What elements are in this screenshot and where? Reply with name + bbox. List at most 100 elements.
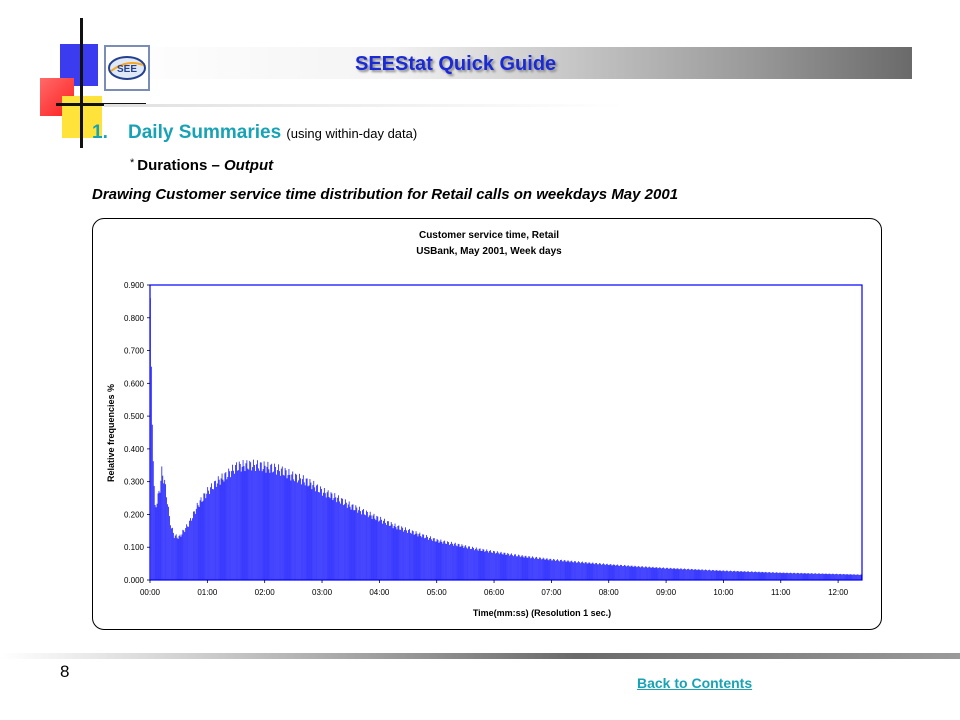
histogram-bar — [854, 574, 856, 580]
histogram-bar — [410, 533, 412, 580]
histogram-bar — [823, 574, 825, 580]
histogram-bar — [718, 570, 720, 580]
histogram-bar — [783, 572, 785, 580]
histogram-bar — [212, 489, 213, 580]
histogram-bar — [501, 553, 503, 580]
histogram-bar — [583, 563, 585, 580]
histogram-bar — [567, 560, 569, 580]
histogram-bar — [407, 532, 408, 580]
histogram-bar — [752, 571, 753, 580]
histogram-bar — [797, 573, 799, 580]
histogram-bar — [468, 546, 469, 580]
back-to-contents-link[interactable]: Back to Contents — [637, 675, 753, 691]
histogram-bar — [613, 564, 615, 580]
histogram-bar — [305, 478, 307, 580]
histogram-bar — [391, 524, 393, 580]
histogram-bar — [825, 573, 827, 580]
histogram-bar — [421, 537, 423, 580]
histogram-bar — [782, 572, 784, 580]
histogram-bar — [236, 462, 237, 580]
y-tick-label: 0.000 — [124, 576, 145, 585]
histogram-bar — [714, 570, 716, 580]
histogram-bar — [183, 530, 185, 580]
histogram-bar — [537, 558, 538, 580]
histogram-bar — [430, 536, 431, 580]
histogram-bar — [302, 475, 304, 580]
histogram-bar — [330, 492, 332, 580]
histogram-bar — [233, 470, 234, 580]
histogram-bar — [269, 472, 271, 580]
histogram-bar — [152, 461, 154, 580]
histogram-bar — [156, 503, 158, 580]
histogram-bar — [843, 574, 845, 580]
histogram-bar — [171, 527, 173, 580]
histogram-bar — [354, 510, 356, 580]
histogram-bar — [361, 514, 362, 580]
histogram-bar — [702, 569, 704, 580]
histogram-bar — [153, 485, 155, 580]
histogram-bar — [465, 545, 467, 580]
y-tick-label: 0.900 — [124, 281, 145, 290]
histogram-bar — [689, 569, 691, 580]
histogram-bar — [538, 557, 540, 580]
histogram-bar — [799, 573, 801, 580]
histogram-bar — [524, 556, 526, 580]
histogram-bar — [522, 556, 524, 580]
histogram-bar — [357, 512, 359, 580]
histogram-bar — [617, 564, 619, 580]
histogram-bar — [423, 534, 425, 580]
histogram-bar — [203, 493, 205, 580]
histogram-bar — [649, 567, 651, 580]
histogram-bar — [480, 550, 482, 580]
histogram-bar — [192, 518, 193, 580]
histogram-bar — [642, 566, 643, 580]
histogram-bar — [648, 566, 650, 580]
histogram-bar — [202, 500, 204, 580]
histogram-bar — [836, 573, 837, 580]
histogram-bar — [849, 574, 851, 580]
histogram-bar — [587, 563, 589, 580]
chart-subtitle: USBank, May 2001, Week days — [416, 246, 562, 257]
decor-vertical-line — [80, 18, 83, 148]
histogram-bar — [827, 574, 829, 580]
histogram-bar — [220, 478, 222, 580]
histogram-bar — [520, 556, 522, 580]
histogram-bar — [175, 534, 177, 580]
histogram-bar — [388, 525, 390, 580]
histogram-bar — [434, 541, 436, 580]
histogram-bar — [191, 520, 192, 580]
histogram-bar — [281, 466, 283, 580]
histogram-bar — [401, 526, 403, 580]
histogram-bar — [619, 565, 620, 580]
histogram-bar — [655, 567, 657, 580]
histogram-bar — [349, 506, 351, 580]
histogram-bar — [350, 509, 352, 580]
histogram-bar — [669, 567, 671, 580]
histogram-bar — [345, 502, 347, 580]
histogram-bar — [859, 574, 860, 580]
histogram-bar — [550, 558, 552, 580]
histogram-bar — [730, 570, 731, 580]
bullet-star: * — [130, 157, 135, 169]
x-tick-label: 09:00 — [656, 588, 677, 597]
histogram-bar — [628, 566, 630, 580]
histogram-bar — [379, 520, 381, 580]
histogram-bar — [466, 547, 468, 580]
y-tick-label: 0.400 — [124, 445, 145, 454]
histogram-bar — [673, 567, 675, 580]
y-tick-label: 0.100 — [124, 543, 145, 552]
histogram-bar — [294, 481, 296, 580]
histogram-bar — [300, 478, 301, 580]
x-tick-label: 04:00 — [369, 588, 390, 597]
histogram-bar — [288, 469, 290, 580]
histogram-bar — [683, 569, 684, 580]
histogram-bar — [159, 492, 161, 580]
histogram-bar — [717, 571, 719, 580]
histogram-bar — [351, 504, 353, 580]
histogram-bar — [819, 573, 821, 580]
histogram-bar — [621, 564, 622, 580]
histogram-bar — [559, 561, 560, 580]
histogram-bar — [545, 558, 547, 580]
histogram-bar — [603, 564, 605, 580]
histogram-bar — [713, 570, 715, 580]
